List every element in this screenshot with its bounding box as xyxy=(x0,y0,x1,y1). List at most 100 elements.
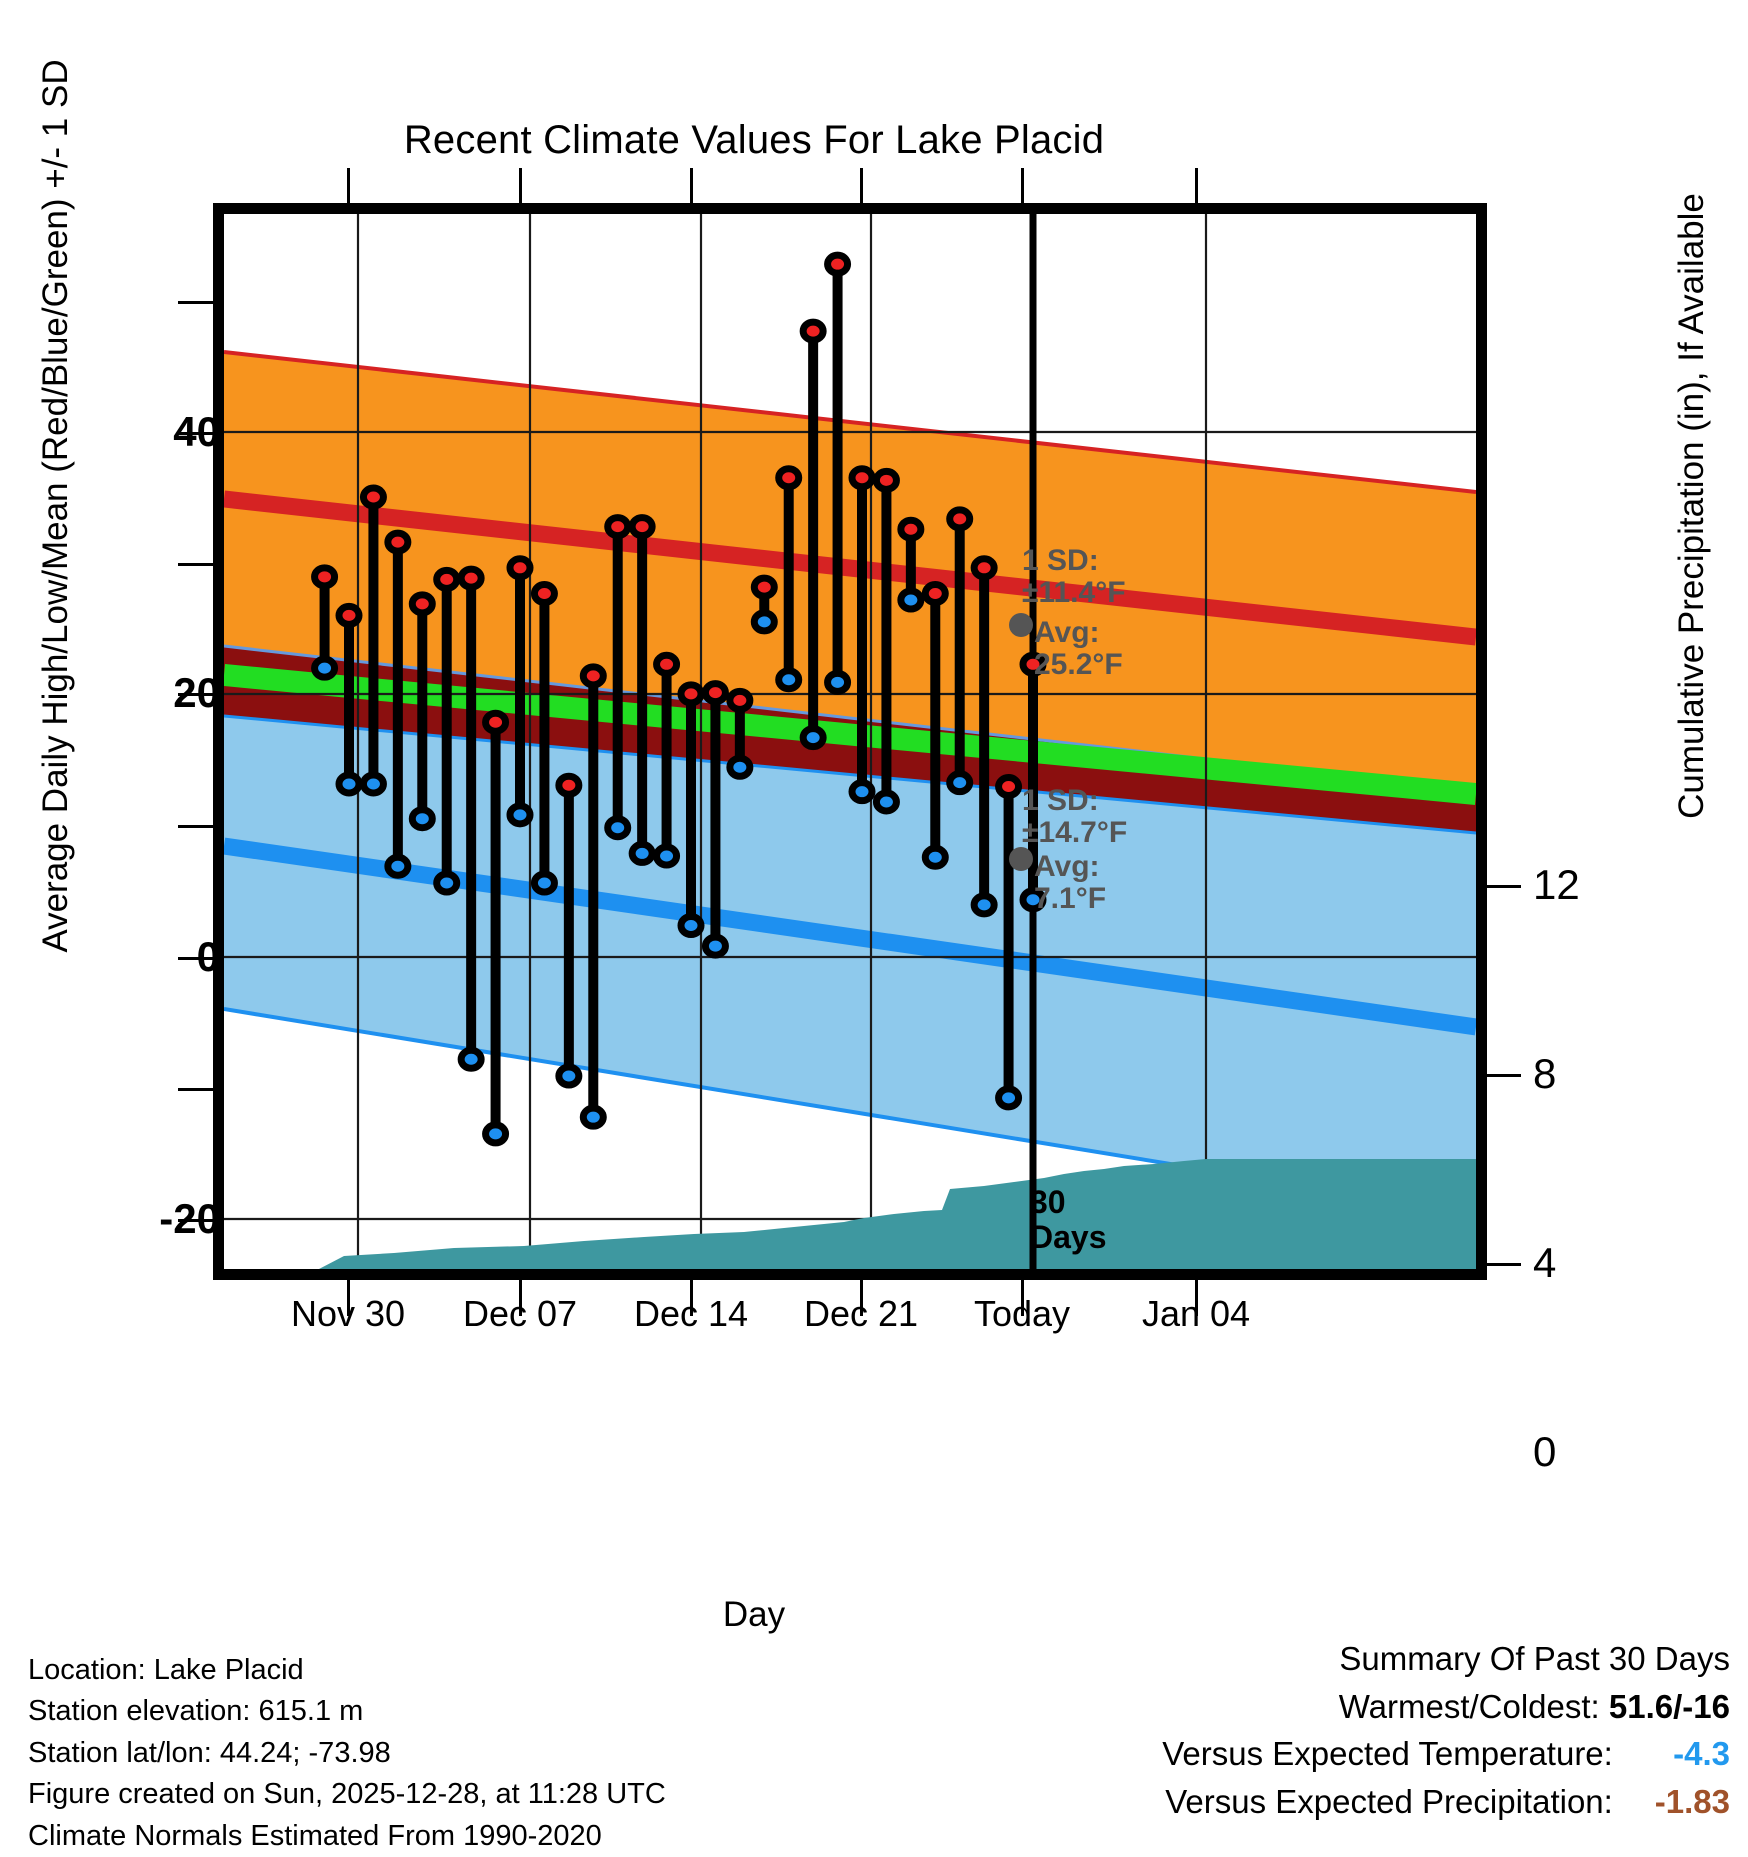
daily-low-marker xyxy=(995,1085,1023,1111)
daily-low-marker xyxy=(359,771,387,797)
warmest-coldest-value: 51.6/-16 xyxy=(1608,1687,1730,1725)
daily-low-marker xyxy=(506,802,534,828)
daily-high-marker xyxy=(946,506,974,532)
y-tick-mark xyxy=(178,301,214,304)
precipitation-area xyxy=(224,1159,1476,1269)
daily-low-marker xyxy=(653,843,681,869)
daily-high-marker xyxy=(482,709,510,735)
y-tick-mark xyxy=(178,825,214,828)
x-tick-mark xyxy=(860,1280,863,1316)
y-tick-right-8: 8 xyxy=(1533,1050,1557,1097)
daily-high-marker xyxy=(824,251,852,277)
daily-high-marker xyxy=(897,516,925,542)
y-axis-label-left: Average Daily High/Low/Mean (Red/Blue/Gr… xyxy=(36,59,75,953)
y-tick-right-12: 12 xyxy=(1533,861,1580,908)
daily-low-marker xyxy=(482,1121,510,1147)
daily-low-marker xyxy=(897,587,925,613)
daily-high-marker xyxy=(970,555,998,581)
y-tick-left-20: 20 xyxy=(173,669,220,716)
warmest-coldest-label: Warmest/Coldest: xyxy=(1338,1687,1600,1725)
footer-created: Figure created on Sun, 2025-12-28, at 11… xyxy=(28,1778,666,1811)
y-tick-mark xyxy=(178,1219,214,1222)
x-tick-mark xyxy=(690,168,693,204)
period-annotation: 30 Days xyxy=(1030,1184,1107,1256)
daily-high-marker xyxy=(433,566,461,592)
daily-high-marker xyxy=(799,318,827,344)
daily-low-marker xyxy=(604,815,632,841)
daily-low-marker xyxy=(1019,887,1047,913)
y-tick-mark-right xyxy=(1487,885,1521,888)
daily-high-marker xyxy=(872,467,900,493)
daily-low-marker xyxy=(628,840,656,866)
low-sd-band xyxy=(224,716,1476,1214)
low-sd-annotation: 1 SD: ±14.7°F xyxy=(1022,784,1128,850)
daily-low-marker xyxy=(311,655,339,681)
daily-low-marker xyxy=(530,870,558,896)
x-tick-mark xyxy=(690,1280,693,1316)
daily-low-marker xyxy=(799,725,827,751)
x-tick-mark xyxy=(347,1280,350,1316)
high-plus-sd-line xyxy=(224,350,1476,494)
daily-low-marker xyxy=(384,853,412,879)
daily-low-marker xyxy=(701,933,729,959)
footer-normals: Climate Normals Estimated From 1990-2020 xyxy=(28,1819,602,1852)
summary-temp-anomaly: Versus Expected Temperature: -4.3 xyxy=(1162,1730,1730,1778)
daily-high-marker xyxy=(921,581,949,607)
daily-low-marker xyxy=(872,789,900,815)
daily-low-marker xyxy=(335,771,363,797)
gridlines xyxy=(224,214,1476,1269)
daily-low-marker xyxy=(555,1063,583,1089)
high-mean-line xyxy=(224,490,1476,646)
precip-anomaly-value: -1.83 xyxy=(1654,1782,1730,1820)
footer-elevation: Station elevation: 615.1 m xyxy=(28,1695,364,1728)
daily-low-marker xyxy=(457,1046,485,1072)
daily-low-marker xyxy=(408,806,436,832)
summary-warmest-coldest: Warmest/Coldest: 51.6/-16 xyxy=(1162,1683,1730,1731)
low-plus-sd-line xyxy=(224,714,1476,835)
x-tick-mark xyxy=(1021,168,1024,204)
x-tick-mark xyxy=(347,168,350,204)
x-tick-mark xyxy=(860,168,863,204)
daily-low-marker xyxy=(579,1104,607,1130)
footer-location: Location: Lake Placid xyxy=(28,1654,304,1686)
temp-anomaly-value: -4.3 xyxy=(1673,1735,1730,1773)
page-title: Recent Climate Values For Lake Placid xyxy=(403,118,1105,162)
daily-high-marker xyxy=(653,651,681,677)
x-axis-label: Day xyxy=(722,1595,786,1634)
y-tick-mark xyxy=(178,563,214,566)
daily-high-marker xyxy=(311,564,339,590)
daily-high-marker xyxy=(848,465,876,491)
daily-high-marker xyxy=(384,529,412,555)
x-tick-mark xyxy=(1195,168,1198,204)
y-tick-mark xyxy=(178,693,214,696)
high-avg-annotation: Avg: 25.2°F xyxy=(1034,616,1123,682)
daily-low-marker xyxy=(750,609,778,635)
daily-high-marker xyxy=(555,772,583,798)
daily-high-marker xyxy=(750,574,778,600)
daily-high-marker xyxy=(579,663,607,689)
y-tick-left-40: 40 xyxy=(173,408,220,455)
y-tick-left-minus20: -20 xyxy=(159,1195,220,1242)
low-mean-line xyxy=(224,837,1476,1036)
summary-panel: Summary Of Past 30 Days Warmest/Coldest:… xyxy=(1162,1635,1730,1825)
daily-low-marker xyxy=(433,870,461,896)
x-tick-mark xyxy=(519,168,522,204)
daily-high-marker xyxy=(408,591,436,617)
daily-low-marker xyxy=(726,754,754,780)
y-tick-mark xyxy=(178,432,214,435)
daily-high-marker xyxy=(335,602,363,628)
daily-high-marker xyxy=(359,484,387,510)
low-avg-marker xyxy=(1009,847,1033,871)
y-tick-mark-right xyxy=(1487,1074,1521,1077)
daily-low-marker xyxy=(824,669,852,695)
daily-high-marker xyxy=(530,581,558,607)
x-tick-mark xyxy=(519,1280,522,1316)
daily-high-marker xyxy=(775,465,803,491)
low-avg-annotation: Avg: 7.1°F xyxy=(1034,850,1107,916)
high-sd-annotation: 1 SD: ±11.4°F xyxy=(1022,544,1126,610)
daily-low-marker xyxy=(848,779,876,805)
daily-low-marker xyxy=(921,844,949,870)
daily-low-marker xyxy=(775,667,803,693)
y-tick-mark-right xyxy=(1487,1263,1521,1266)
plot-area: #plot-svg polygon[data-name="high-sd-ban… xyxy=(213,203,1487,1280)
